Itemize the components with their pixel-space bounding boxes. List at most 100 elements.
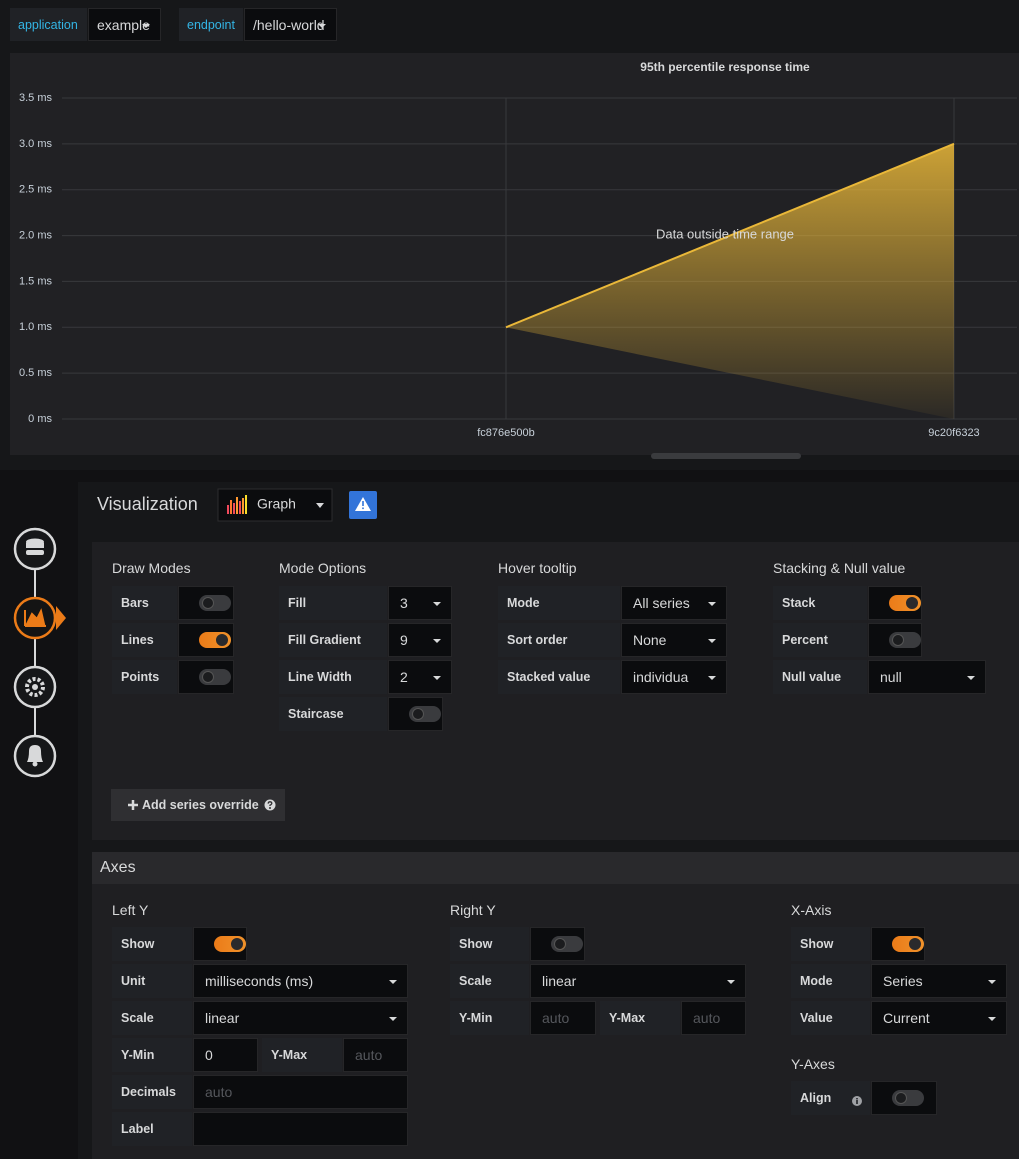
toggle-cell[interactable]: [868, 623, 922, 657]
field-label: Null value: [773, 660, 867, 694]
field-label: Y-Max: [600, 1001, 680, 1035]
field-label: Value: [791, 1001, 870, 1035]
y-tick-label: 2.5 ms: [19, 184, 53, 196]
toggle-cell[interactable]: [530, 927, 585, 961]
field-input[interactable]: auto: [193, 1075, 408, 1109]
toggle[interactable]: [889, 632, 921, 648]
toggle-cell[interactable]: [178, 623, 234, 657]
info-icon[interactable]: [852, 1093, 862, 1106]
warning-button[interactable]: [349, 491, 377, 519]
nav-general[interactable]: [13, 665, 57, 709]
field-label: Show: [112, 927, 192, 961]
toggle-cell[interactable]: [388, 697, 443, 731]
field-value[interactable]: 3: [388, 586, 452, 620]
field-value[interactable]: All series: [621, 586, 727, 620]
field-value[interactable]: 2: [388, 660, 452, 694]
field-label: Scale: [450, 964, 529, 998]
field-label: Bars: [112, 586, 177, 620]
chart-title: 95th percentile response time: [640, 60, 810, 74]
field-label: Mode: [791, 964, 870, 998]
graph-dropdown[interactable]: [217, 488, 333, 522]
toggle[interactable]: [409, 706, 441, 722]
help-icon: [264, 799, 276, 811]
variable-value[interactable]: /hello-world: [244, 8, 337, 41]
field-value[interactable]: milliseconds (ms): [193, 964, 408, 998]
variable-value[interactable]: example: [88, 8, 161, 41]
field-input[interactable]: auto: [530, 1001, 596, 1035]
field-label: Unit: [112, 964, 192, 998]
toggle[interactable]: [199, 632, 231, 648]
field-value[interactable]: null: [868, 660, 986, 694]
field-value[interactable]: None: [621, 623, 727, 657]
variable-label: application: [10, 8, 87, 41]
section-title: Y-Axes: [791, 1056, 835, 1072]
nav-visualization[interactable]: [13, 596, 66, 640]
field-label: Points: [112, 660, 177, 694]
toggle-cell[interactable]: [871, 1081, 937, 1115]
variable-label: endpoint: [179, 8, 243, 41]
y-tick-label: 2.0 ms: [19, 229, 53, 241]
axes-title: Axes: [100, 859, 136, 876]
line: [505, 142, 955, 329]
area: [506, 143, 954, 419]
field-label: Fill: [279, 586, 387, 620]
add-override-button[interactable]: Add series override: [111, 789, 285, 821]
visualization-value[interactable]: Graph: [257, 496, 296, 512]
field-input[interactable]: auto: [343, 1038, 408, 1072]
y-tick-label: 3.5 ms: [19, 92, 53, 104]
toggle[interactable]: [199, 595, 231, 611]
field-label: Stack: [773, 586, 867, 620]
toggle-cell[interactable]: [178, 660, 234, 694]
plus-icon: [128, 800, 138, 810]
x-tick-label: 9c20f6323: [928, 427, 979, 439]
field-label: Show: [791, 927, 870, 961]
button-label: Add series override: [142, 798, 259, 812]
x-tick-label: fc876e500b: [477, 427, 535, 439]
field-label: Y-Max: [262, 1038, 342, 1072]
toggle[interactable]: [889, 595, 921, 611]
y-tick-label: 3.0 ms: [19, 138, 53, 150]
toggle[interactable]: [199, 669, 231, 685]
field-value[interactable]: 9: [388, 623, 452, 657]
y-tick-label: 0 ms: [28, 413, 52, 425]
section-title: Stacking & Null value: [773, 560, 906, 576]
axes-header: [92, 852, 1019, 884]
info-glyph: [852, 1096, 862, 1106]
toggle-cell[interactable]: [178, 586, 234, 620]
field-value[interactable]: 0: [193, 1038, 258, 1072]
y-tick-label: 1.5 ms: [19, 275, 53, 287]
toggle[interactable]: [892, 1090, 924, 1106]
field-value[interactable]: linear: [193, 1001, 408, 1035]
section-title: Left Y: [112, 902, 149, 918]
field-label: Fill Gradient: [279, 623, 387, 657]
toggle[interactable]: [214, 936, 246, 952]
field-input[interactable]: auto: [681, 1001, 746, 1035]
toggle[interactable]: [551, 936, 583, 952]
field-label: Percent: [773, 623, 867, 657]
field-label: Decimals: [112, 1075, 192, 1109]
scrollbar[interactable]: [651, 453, 801, 459]
editor-title: Visualization: [97, 494, 198, 514]
field-label: Y-Min: [112, 1038, 192, 1072]
field-value[interactable]: individua: [621, 660, 727, 694]
nav-queries[interactable]: [13, 527, 57, 571]
section-title: Draw Modes: [112, 560, 191, 576]
y-tick-label: 1.0 ms: [19, 321, 53, 333]
toggle-cell[interactable]: [871, 927, 925, 961]
field-value[interactable]: Current: [871, 1001, 1007, 1035]
field-label: Scale: [112, 1001, 192, 1035]
field-value[interactable]: Series: [871, 964, 1007, 998]
toggle-cell[interactable]: [193, 927, 247, 961]
chart: 95th percentile response time 0 ms 0.5 ms…: [19, 60, 1017, 439]
field-input[interactable]: [193, 1112, 408, 1146]
section-title: Mode Options: [279, 560, 367, 576]
field-label: Show: [450, 927, 529, 961]
field-label: Staircase: [279, 697, 387, 731]
field-label: Lines: [112, 623, 177, 657]
nav-alert[interactable]: [13, 734, 57, 778]
toggle-cell[interactable]: [868, 586, 922, 620]
field-value[interactable]: linear: [530, 964, 746, 998]
field-label: Sort order: [498, 623, 620, 657]
toggle[interactable]: [892, 936, 924, 952]
